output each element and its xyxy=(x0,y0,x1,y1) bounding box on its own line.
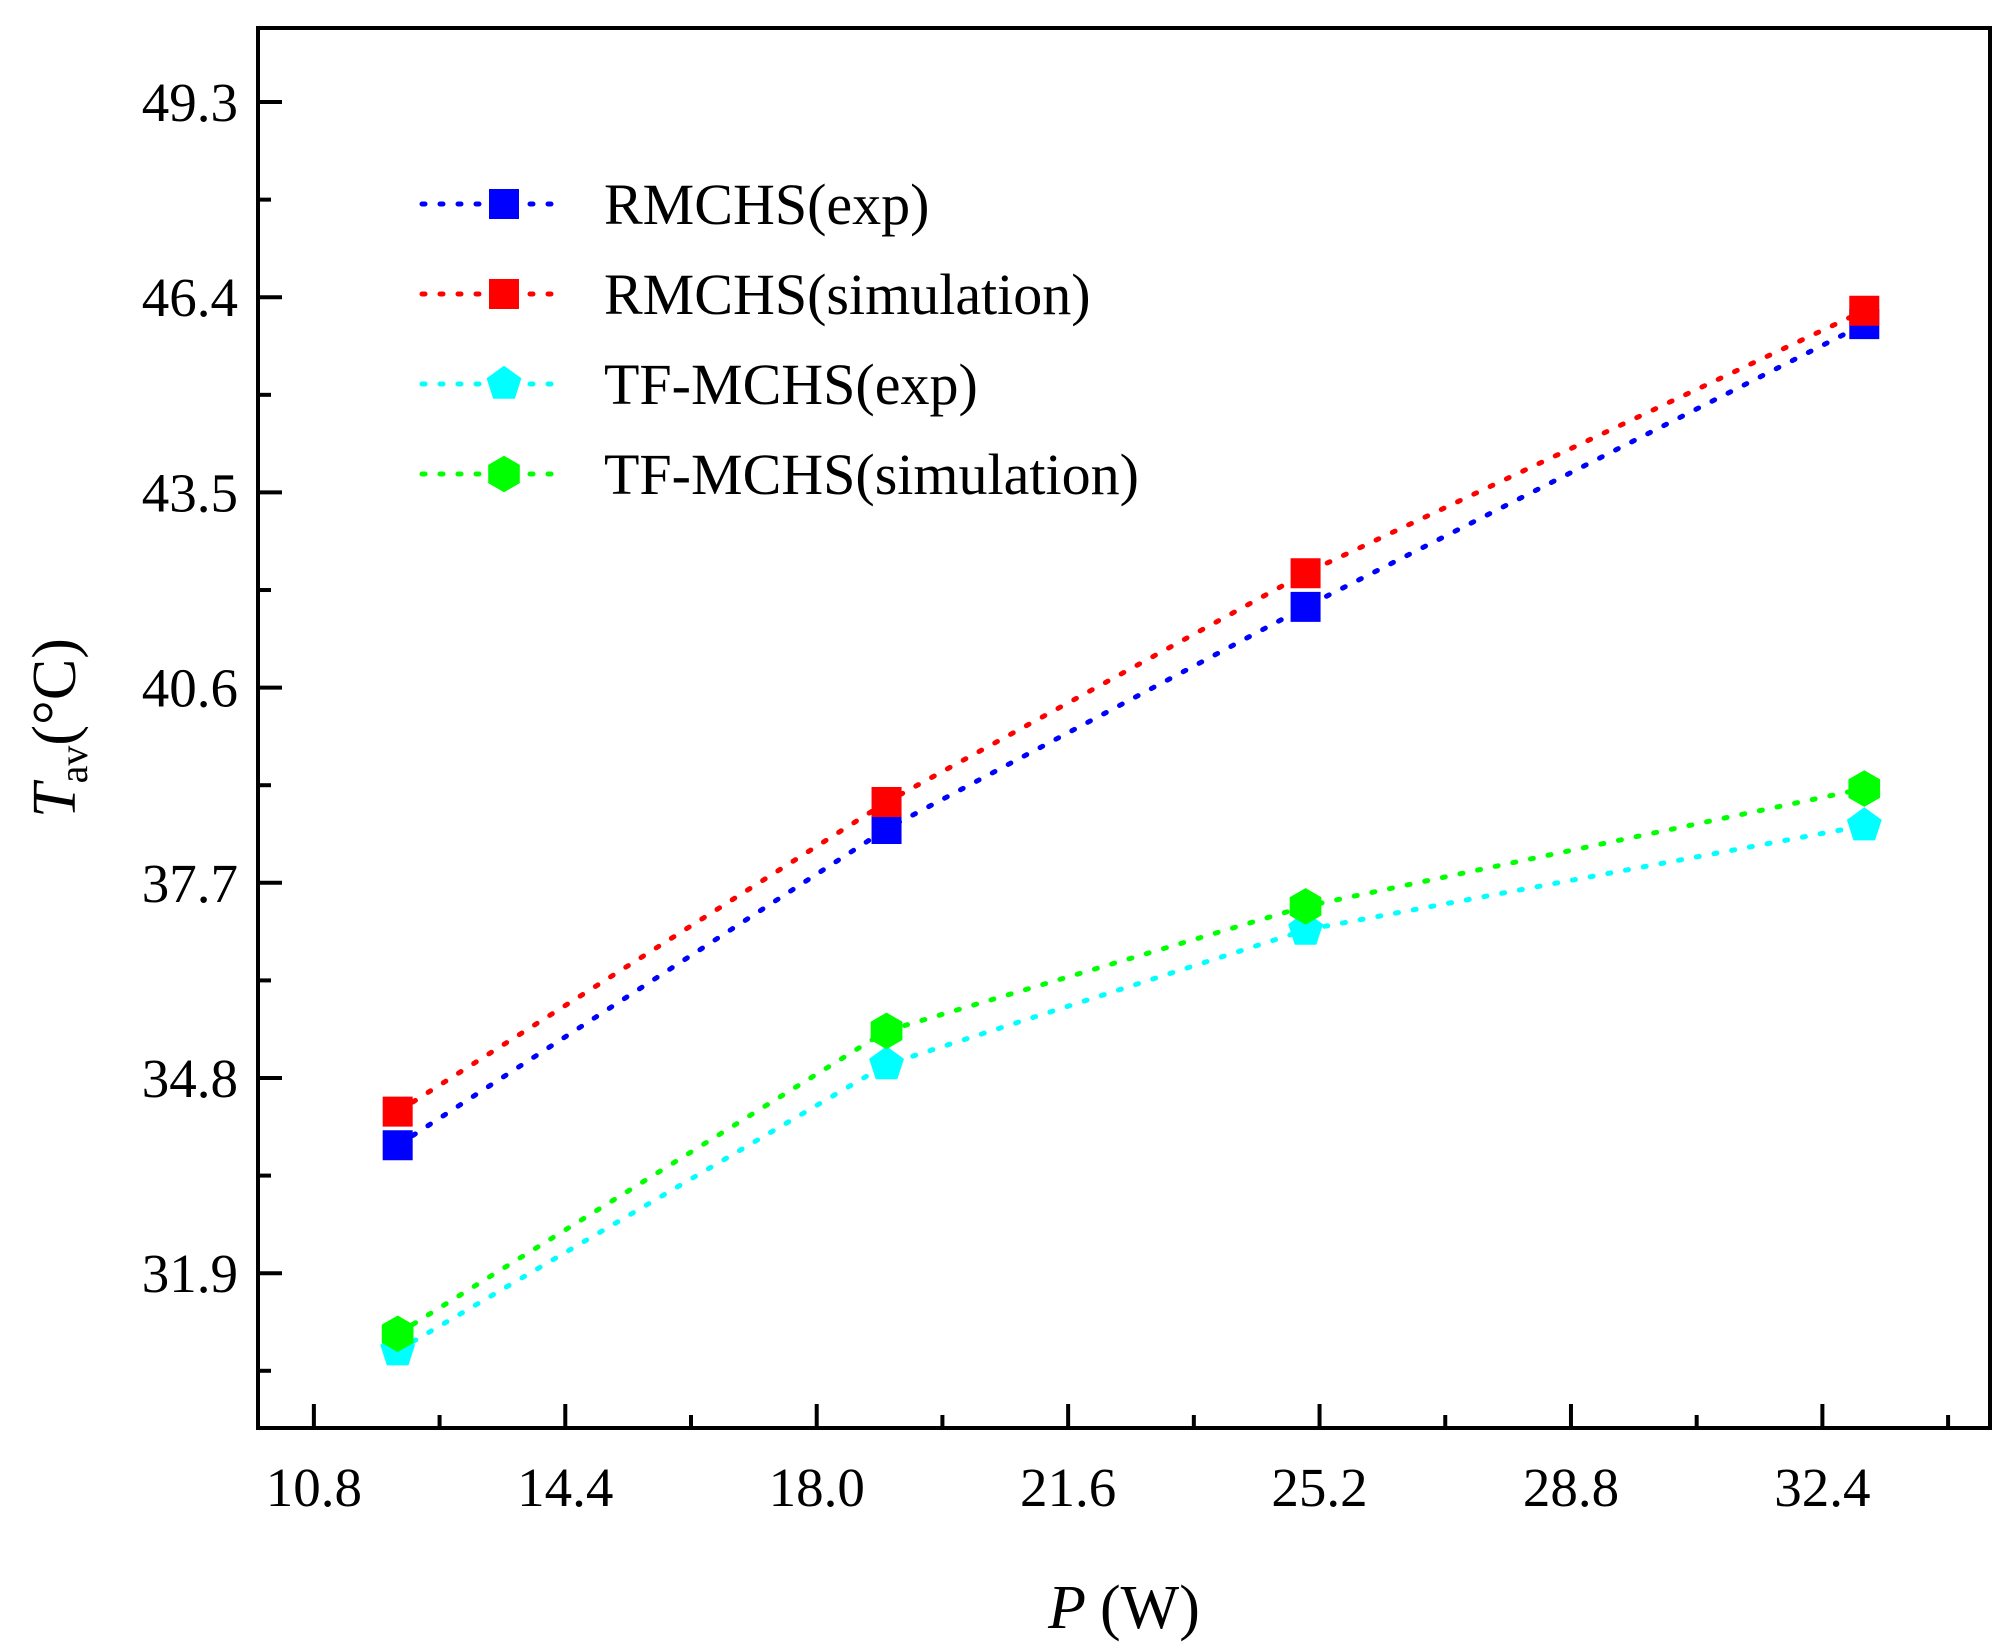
y-tick-label: 40.6 xyxy=(142,658,238,719)
legend-marker xyxy=(489,189,519,219)
legend-label: RMCHS(exp) xyxy=(604,172,929,237)
data-point xyxy=(871,813,902,844)
x-tick-label: 28.8 xyxy=(1523,1457,1619,1518)
data-point xyxy=(1848,770,1881,807)
x-tick-label: 21.6 xyxy=(1020,1457,1116,1518)
legend-marker xyxy=(488,455,520,493)
x-tick-label: 18.0 xyxy=(769,1457,865,1518)
x-axis-unit: (W) xyxy=(1100,1574,1200,1642)
y-tick-label: 31.9 xyxy=(142,1243,238,1304)
legend: RMCHS(exp) RMCHS(simulation) TF-MCHS(exp) T… xyxy=(419,172,1139,507)
series-lines xyxy=(395,308,1867,1354)
legend-label: TF-MCHS(simulation) xyxy=(604,442,1139,507)
data-point xyxy=(1846,807,1882,841)
y-tick-label: 46.4 xyxy=(142,267,238,328)
axis-ticks xyxy=(258,100,1951,1428)
series-markers xyxy=(380,295,1882,1366)
x-tick-label: 25.2 xyxy=(1271,1457,1367,1518)
y-axis-unit: (°C) xyxy=(21,638,89,745)
data-point xyxy=(869,1046,904,1080)
legend-label: RMCHS(simulation) xyxy=(604,262,1091,327)
x-tick-label: 14.4 xyxy=(517,1457,613,1518)
legend-label: TF-MCHS(exp) xyxy=(604,352,978,417)
legend-marker xyxy=(486,365,522,399)
data-point xyxy=(1288,911,1323,945)
data-point xyxy=(1290,591,1321,622)
legend-marker xyxy=(489,279,519,309)
data-point xyxy=(871,787,902,818)
series-line-3 xyxy=(395,786,1867,1337)
data-point xyxy=(381,1315,414,1353)
tick-labels: 10.8 14.4 18.0 21.6 25.2 28.8 32.4 31.9 34.8 37.7… xyxy=(142,72,1871,1518)
x-tick-label: 32.4 xyxy=(1774,1457,1870,1518)
data-point xyxy=(1290,558,1321,589)
x-axis-symbol: P xyxy=(1047,1574,1086,1642)
series-line-1 xyxy=(395,308,1867,1115)
y-tick-label: 49.3 xyxy=(142,72,238,133)
series-line-2 xyxy=(395,823,1867,1354)
data-point xyxy=(870,1012,903,1050)
y-axis-subscript: av xyxy=(51,746,96,784)
x-axis-title: P (W) xyxy=(1047,1574,1200,1642)
y-tick-label: 43.5 xyxy=(142,462,238,523)
y-axis-symbol: T xyxy=(21,779,89,818)
x-tick-label: 10.8 xyxy=(266,1457,362,1518)
data-point xyxy=(1289,888,1322,925)
data-point xyxy=(382,1096,413,1127)
y-tick-label: 37.7 xyxy=(142,853,238,914)
y-tick-label: 34.8 xyxy=(142,1048,238,1109)
plot-frame xyxy=(256,26,1992,1430)
data-point xyxy=(1849,295,1880,326)
series-line-0 xyxy=(395,321,1867,1148)
data-point xyxy=(382,1130,413,1161)
y-axis-title: Tav(°C) xyxy=(21,638,96,818)
